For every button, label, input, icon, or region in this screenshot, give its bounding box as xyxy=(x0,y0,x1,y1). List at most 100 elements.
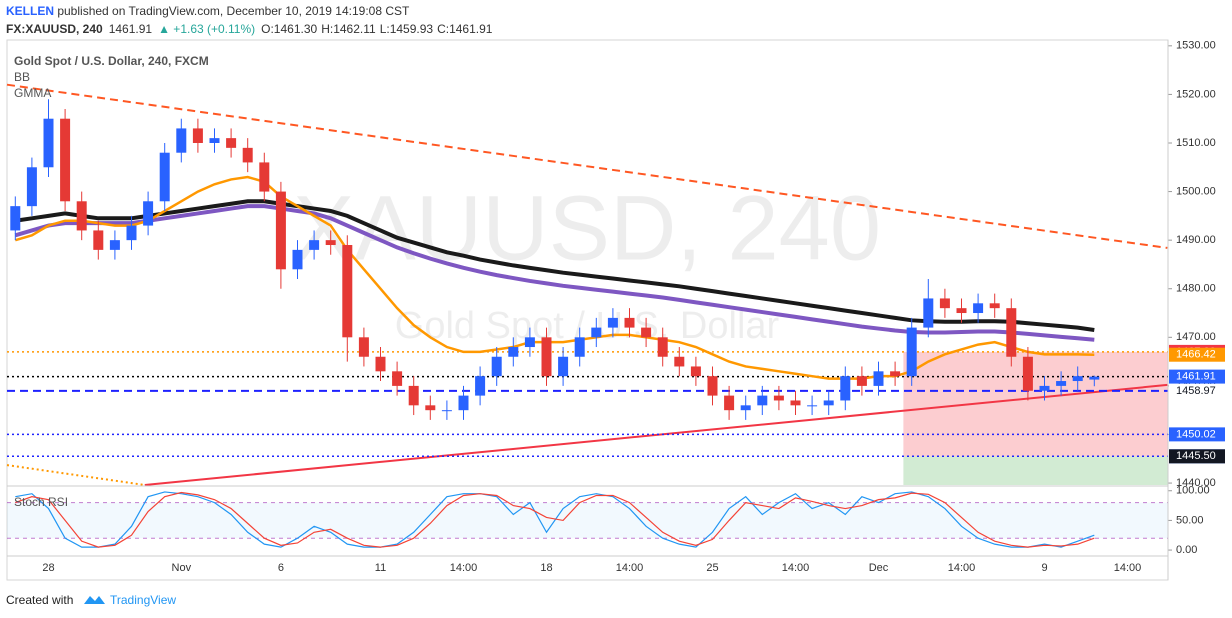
candle-body xyxy=(292,249,303,270)
ohlc: C:1461.91 xyxy=(437,22,493,36)
price-label-bg xyxy=(1169,427,1225,442)
candle-body xyxy=(807,405,818,407)
candle-body xyxy=(657,337,668,357)
candle-body xyxy=(740,405,751,411)
symbol-line: FX:XAUUSD, 240 1461.91 ▲ +1.63 (+0.11%) O:1… xyxy=(6,22,493,36)
candle-body xyxy=(939,298,950,309)
candle-body xyxy=(1039,385,1050,391)
ohlc: L:1459.93 xyxy=(380,22,434,36)
moving-average xyxy=(15,199,1095,333)
y-tick-label: 1500.00 xyxy=(1176,185,1216,197)
published: published on TradingView.com, December 1… xyxy=(54,4,410,18)
change: ▲ +1.63 (+0.11%) xyxy=(158,22,255,36)
rsi-tick-label: 100.00 xyxy=(1176,485,1210,497)
stoch-rsi-line xyxy=(15,491,1095,548)
x-tick-label: 14:00 xyxy=(1114,562,1142,574)
candle-body xyxy=(475,376,486,396)
x-tick-label: 14:00 xyxy=(616,562,644,574)
price-label: 1466.42 xyxy=(1176,349,1216,361)
candle-body xyxy=(10,206,21,231)
x-tick-label: 14:00 xyxy=(450,562,478,574)
price-label: 1461.91 xyxy=(1176,371,1216,383)
candle-body xyxy=(923,298,934,328)
candle-body xyxy=(690,366,701,377)
candle-body xyxy=(342,245,353,338)
candle-body xyxy=(226,138,237,148)
trend-line xyxy=(6,464,145,486)
ohlc: H:1462.11 xyxy=(321,22,376,36)
rsi-label: Stoch RSI xyxy=(14,495,68,509)
price-label: 1450.02 xyxy=(1176,428,1216,440)
footer-brand[interactable]: TradingView xyxy=(110,593,176,607)
candle-body xyxy=(956,308,967,314)
footer-prefix: Created with xyxy=(6,593,73,607)
trend-line xyxy=(144,383,1168,486)
candle-body xyxy=(558,356,569,377)
candle-body xyxy=(143,201,154,226)
position-stop-zone xyxy=(903,351,1168,457)
candle-body xyxy=(458,395,469,411)
legend-indicator: GMMA xyxy=(14,86,51,100)
candle-body xyxy=(707,376,718,396)
candle-body xyxy=(840,376,851,401)
y-tick-label: 1470.00 xyxy=(1176,331,1216,343)
candle-body xyxy=(1006,308,1017,357)
candle-body xyxy=(325,240,336,246)
trend-line xyxy=(6,83,1168,249)
x-tick-label: 18 xyxy=(540,562,552,574)
y-tick-label: 1530.00 xyxy=(1176,40,1216,52)
x-tick-label: Nov xyxy=(172,562,192,574)
author[interactable]: KELLEN xyxy=(6,4,54,18)
x-tick-label: 28 xyxy=(42,562,54,574)
candle-body xyxy=(26,167,37,207)
legend-indicator: BB xyxy=(14,70,30,84)
candle-body xyxy=(724,395,735,411)
candle-body xyxy=(773,395,784,401)
candle-body xyxy=(1089,376,1100,380)
candle-body xyxy=(93,230,104,250)
candle-body xyxy=(790,400,801,406)
candle-body xyxy=(1072,376,1083,382)
position-target-zone xyxy=(903,456,1168,485)
y-tick-label: 1440.00 xyxy=(1176,477,1216,489)
candle-body xyxy=(508,347,519,357)
candle-body xyxy=(242,147,253,163)
candle-body xyxy=(973,303,984,314)
candle-body xyxy=(906,327,917,377)
x-tick-label: 9 xyxy=(1041,562,1047,574)
rsi-tick-label: 0.00 xyxy=(1176,544,1197,556)
y-tick-label: 1480.00 xyxy=(1176,283,1216,295)
candle-body xyxy=(989,303,1000,309)
candle-body xyxy=(259,162,270,192)
rsi-tick-label: 50.00 xyxy=(1176,514,1204,526)
candle-body xyxy=(591,327,602,338)
price-label: 1445.50 xyxy=(1176,450,1216,462)
rsi-band xyxy=(7,502,1168,539)
y-tick-label: 1490.00 xyxy=(1176,234,1216,246)
candle-body xyxy=(674,356,685,367)
candle-body xyxy=(1056,381,1067,386)
candle-body xyxy=(209,138,220,143)
candle-body xyxy=(856,376,867,386)
x-tick-label: Dec xyxy=(869,562,889,574)
candle-body xyxy=(176,128,187,153)
price-label-bg xyxy=(1169,449,1225,464)
candle-body xyxy=(309,240,320,250)
candle-body xyxy=(1022,356,1033,391)
price-label: 1458.97 xyxy=(1176,385,1216,397)
candle-body xyxy=(624,317,635,328)
candle-body xyxy=(541,337,552,377)
legend-title: Gold Spot / U.S. Dollar, 240, FXCM xyxy=(14,54,209,68)
candle-body xyxy=(524,337,535,348)
candle-body xyxy=(192,128,203,143)
candle-body xyxy=(491,356,502,377)
candle-body xyxy=(873,371,884,386)
candle-body xyxy=(109,240,120,250)
candle-body xyxy=(126,225,137,241)
header-line: KELLEN published on TradingView.com, Dec… xyxy=(6,4,410,18)
watermark: Gold Spot / U.S. Dollar xyxy=(395,305,780,347)
last: 1461.91 xyxy=(109,22,153,36)
candle-body xyxy=(408,385,419,406)
candle-body xyxy=(574,337,585,357)
